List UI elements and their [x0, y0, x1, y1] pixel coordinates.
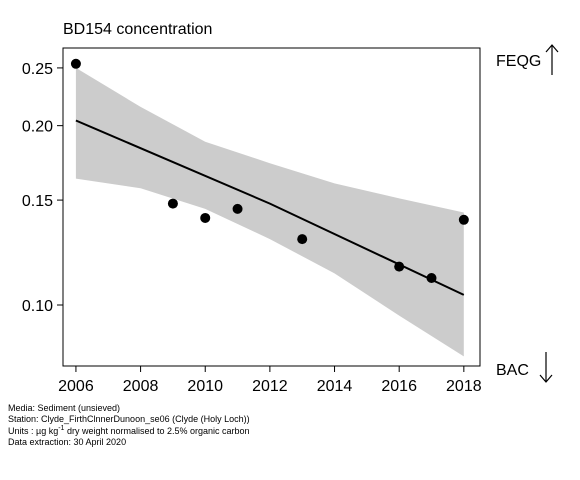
x-tick-label-2006: 2006 — [58, 378, 94, 395]
data-point-2017 — [426, 273, 437, 284]
data-point-2006 — [70, 58, 81, 69]
chart: BD154 concentration 2006 2008 2010 2012 2014… — [22, 21, 559, 395]
footer-extraction: Data extraction: 30 April 2020 — [8, 436, 127, 447]
feqg-marker: FEQG — [496, 44, 559, 75]
x-tick-label-2016: 2016 — [381, 378, 417, 395]
x-tick-label-2018: 2018 — [446, 378, 482, 395]
y-tick-label-0.10: 0.10 — [22, 298, 53, 315]
feqg-label: FEQG — [496, 53, 541, 70]
data-point-2016 — [394, 261, 405, 272]
footer-station: Station: Clyde_FirthClnnerDunoon_se06 (C… — [8, 413, 250, 424]
y-axis: 0.10 0.15 0.20 0.25 — [22, 61, 63, 315]
y-tick-label-0.20: 0.20 — [22, 119, 53, 136]
data-point-2018 — [458, 214, 469, 225]
x-tick-label-2008: 2008 — [123, 378, 159, 395]
plot-frame — [62, 47, 481, 367]
confidence-band — [75, 67, 464, 357]
units-suffix: dry weight normalised to 2.5% organic ca… — [64, 426, 250, 436]
units-sup: -1 — [58, 425, 65, 432]
data-point-2011 — [232, 203, 243, 214]
y-tick-label-0.25: 0.25 — [22, 61, 53, 78]
y-tick-label-0.15: 0.15 — [22, 193, 53, 210]
bac-marker: BAC — [496, 352, 553, 383]
footer-media: Media: Sediment (unsieved) — [8, 403, 121, 413]
footer: Media: Sediment (unsieved) Station: Clyd… — [8, 403, 250, 447]
x-axis: 2006 2008 2010 2012 2014 2016 2018 — [58, 366, 482, 395]
plot-area — [70, 58, 469, 357]
chart-title: BD154 concentration — [63, 21, 212, 38]
data-point-2009 — [167, 198, 178, 209]
data-point-2010 — [200, 212, 211, 223]
x-tick-label-2010: 2010 — [187, 378, 223, 395]
x-tick-label-2014: 2014 — [317, 378, 353, 395]
bac-label: BAC — [496, 362, 529, 379]
x-tick-label-2012: 2012 — [252, 378, 288, 395]
down-arrow-icon — [539, 352, 553, 383]
up-arrow-icon — [545, 44, 559, 75]
footer-units: Units : µg kg-1 dry weight normalised to… — [8, 424, 250, 437]
data-point-2013 — [297, 234, 308, 245]
data-points — [70, 58, 469, 284]
units-prefix: Units : µg kg — [8, 426, 59, 436]
